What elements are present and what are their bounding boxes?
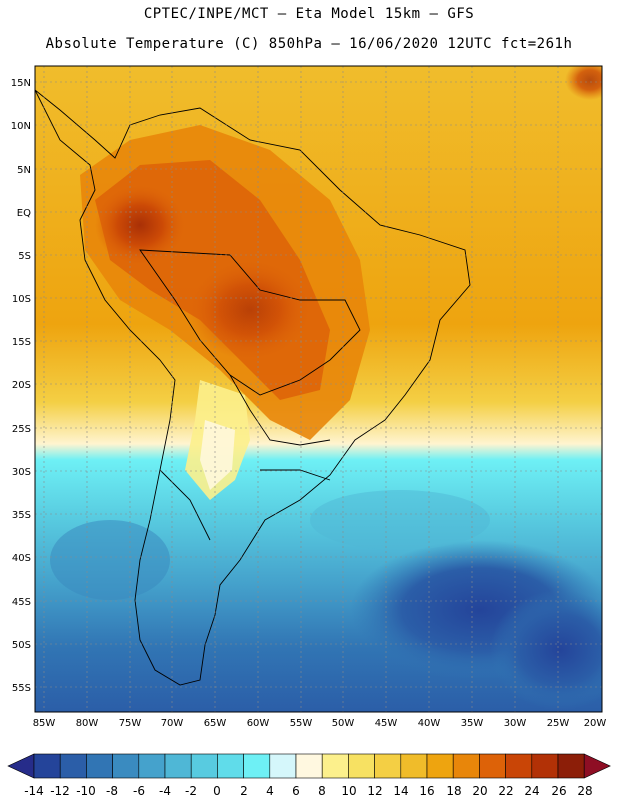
colorbar-swatch [217,753,244,779]
lon-label: 40W [418,718,441,729]
colorbar-swatch [321,753,349,779]
colorbar-tick-label: -10 [76,784,96,798]
colorbar-tick-label: -8 [106,784,118,798]
lon-label: 25W [547,718,570,729]
lat-label: 45S [12,597,31,608]
colorbar-swatch [295,753,323,779]
colorbar-tick-label: -14 [24,784,44,798]
longitude-labels: 85W 80W 75W 70W 65W 60W 55W 50W 45W 40W … [33,718,607,729]
lon-label: 30W [504,718,527,729]
lat-label: 15S [12,337,31,348]
colorbar-tick-label: 26 [551,784,566,798]
lat-label: 20S [12,380,31,391]
lat-label: 55S [12,683,31,694]
colorbar-tick-label: 4 [266,784,274,798]
colorbar-swatch [138,753,166,779]
colorbar-swatch [400,753,428,779]
map-frame [34,65,603,713]
colorbar-tick-label: 0 [213,784,221,798]
lon-label: 80W [76,718,99,729]
map-title-line-2: Absolute Temperature (C) 850hPa – 16/06/… [45,36,573,52]
coastlines [34,89,471,686]
colorbar-tick-label: 20 [472,784,487,798]
lon-label: 45W [375,718,398,729]
colorbar-tick-label: 24 [524,784,539,798]
colorbar-swatch [59,753,87,779]
colorbar-tick-label: 22 [498,784,513,798]
lon-label: 85W [33,718,56,729]
lon-label: 20W [584,718,607,729]
colorbar-tick-label: 2 [240,784,248,798]
lat-label: 10S [12,294,31,305]
latitude-labels: 15N 10N 5N EQ 5S 10S 15S 20S 25S 30S 35S… [11,78,31,694]
lat-label: 10N [11,121,31,132]
lat-label: 40S [12,553,31,564]
colorbar-swatch [112,753,140,779]
lat-label: EQ [17,208,31,219]
colorbar-tick-label: -2 [185,784,197,798]
colorbar-swatch [243,753,271,779]
colorbar-swatch [505,753,533,779]
lat-label: 15N [11,78,31,89]
lat-label: 5S [18,251,31,262]
lon-label: 65W [204,718,227,729]
lat-label: 25S [12,424,31,435]
colorbar-swatch [374,753,402,779]
colorbar-swatch [348,753,375,779]
colorbar-swatch [269,753,297,779]
colorbar-tick-label: -6 [133,784,145,798]
lat-label: 35S [12,510,31,521]
colorbar-swatch [452,753,480,779]
colorbar-tick-label: 16 [419,784,434,798]
colorbar-tick-label: -4 [159,784,171,798]
lon-label: 55W [290,718,313,729]
temperature-field [35,66,602,712]
colorbar-arrow-low [7,753,35,779]
lon-label: 60W [247,718,270,729]
colorbar-swatch [426,753,454,779]
lat-label: 5N [17,165,31,176]
colorbar-swatch [190,753,218,779]
colorbar-swatch [531,753,559,779]
lon-label: 70W [161,718,184,729]
colorbar-tick-label: 6 [292,784,300,798]
colorbar-swatch [479,753,506,779]
colorbar-tick-label: 18 [446,784,461,798]
colorbar [7,753,611,779]
map-title-line-1: CPTEC/INPE/MCT – Eta Model 15km – GFS [143,6,475,22]
colorbar-swatch [557,753,585,779]
colorbar-tick-label: -12 [50,784,70,798]
lon-label: 50W [332,718,355,729]
colorbar-swatch [164,753,192,779]
lat-label: 50S [12,640,31,651]
lat-label: 30S [12,467,31,478]
colorbar-tick-label: 8 [318,784,326,798]
lon-label: 75W [119,718,142,729]
colorbar-swatch [33,753,61,779]
colorbar-tick-label: 14 [393,784,408,798]
colorbar-arrow-high [583,753,611,779]
colorbar-tick-label: 28 [577,784,592,798]
colorbar-tick-label: 12 [367,784,382,798]
colorbar-tick-label: 10 [341,784,356,798]
colorbar-labels: -14 -12 -10 -8 -6 -4 -2 0 2 4 6 8 10 12 … [24,784,592,798]
colorbar-swatch [86,753,113,779]
lon-label: 35W [461,718,484,729]
